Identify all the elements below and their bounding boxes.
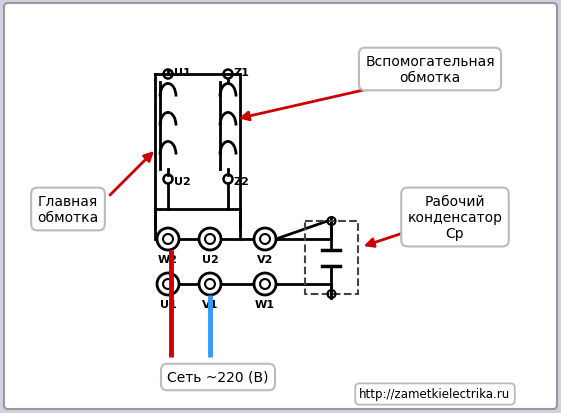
Text: U1: U1	[174, 68, 191, 78]
Text: U2: U2	[201, 254, 218, 264]
Circle shape	[260, 279, 270, 289]
Text: Z2: Z2	[234, 177, 250, 187]
Circle shape	[157, 273, 179, 295]
Circle shape	[163, 279, 173, 289]
Text: U2: U2	[174, 177, 191, 187]
Text: Вспомогательная
обмотка: Вспомогательная обмотка	[365, 55, 495, 85]
Text: V2: V2	[257, 254, 273, 264]
Text: V1: V1	[202, 299, 218, 309]
Text: W2: W2	[158, 254, 178, 264]
Text: Главная
обмотка: Главная обмотка	[38, 195, 99, 225]
Text: W1: W1	[255, 299, 275, 309]
Circle shape	[260, 235, 270, 244]
Circle shape	[163, 235, 173, 244]
Circle shape	[254, 273, 276, 295]
Text: U1: U1	[160, 299, 176, 309]
Text: Сеть ~220 (В): Сеть ~220 (В)	[167, 370, 269, 384]
Bar	[305, 221, 358, 294]
Circle shape	[199, 228, 221, 250]
Circle shape	[205, 279, 215, 289]
Circle shape	[205, 235, 215, 244]
Circle shape	[199, 273, 221, 295]
Circle shape	[157, 228, 179, 250]
Text: Рабочий
конденсатор
Ср: Рабочий конденсатор Ср	[407, 195, 503, 241]
Text: http://zametkielectrika.ru: http://zametkielectrika.ru	[360, 387, 511, 401]
Text: Z1: Z1	[234, 68, 250, 78]
FancyBboxPatch shape	[4, 4, 557, 409]
Circle shape	[254, 228, 276, 250]
